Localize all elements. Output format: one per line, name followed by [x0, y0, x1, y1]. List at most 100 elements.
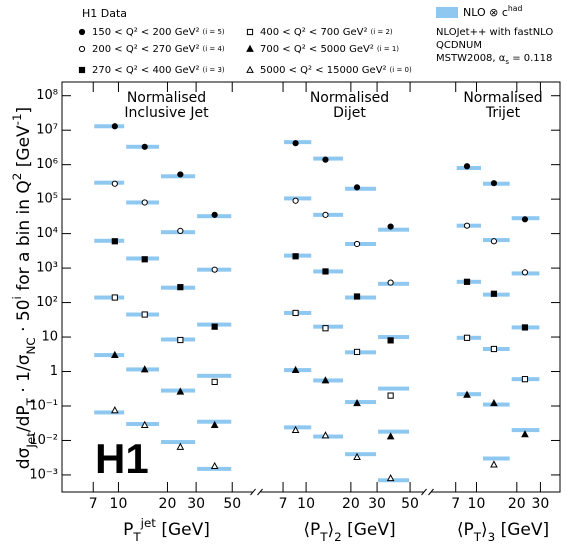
y-tick-label: 10⁻³ — [29, 467, 58, 482]
text-part: · 50 — [14, 299, 34, 337]
legend-entry: 5000 < Q² < 15000 GeV² (i = 0) — [260, 65, 412, 76]
legend-entry: 400 < Q² < 700 GeV² (i = 2) — [260, 27, 393, 38]
legend-label: 150 < Q² < 200 GeV² — [92, 27, 199, 38]
x-axis-label: ⟨PT⟩2 [GeV] — [303, 520, 395, 544]
data-point — [387, 223, 394, 230]
legend-index: (i = 0) — [390, 66, 412, 74]
x-tick-label: 10 — [110, 496, 128, 512]
data-point — [177, 336, 184, 344]
x-tick-label: 7 — [89, 496, 98, 512]
data-point — [322, 268, 329, 275]
legend-label: 400 < Q² < 700 GeV² — [260, 27, 367, 38]
panel-title: Trijet — [485, 105, 521, 121]
data-point — [353, 293, 361, 300]
data-point — [292, 253, 299, 260]
data-point — [490, 180, 498, 187]
x-tick-label: 20 — [159, 496, 177, 512]
data-point — [292, 197, 299, 204]
theory-bar — [94, 238, 125, 243]
x-tick-label: 20 — [342, 496, 360, 512]
panel-title: Normalised — [463, 90, 542, 106]
data-point — [353, 452, 361, 460]
data-point — [141, 143, 148, 150]
data-point — [111, 123, 118, 130]
data-point — [177, 227, 184, 234]
y-tick-label: 10⁶ — [36, 157, 58, 172]
panel-title: Normalised — [127, 90, 206, 106]
legend-index: (i = 5) — [202, 28, 224, 36]
data-point — [353, 348, 361, 356]
theory-bar — [345, 241, 377, 246]
data-point — [322, 156, 329, 163]
data-point — [211, 378, 218, 385]
theory-bar — [161, 388, 196, 393]
legend-entry: 700 < Q² < 5000 GeV² (i = 1) — [260, 44, 399, 55]
theory-bar — [345, 400, 377, 405]
text-part: Jet — [24, 432, 38, 449]
y-tick-label: 10⁸ — [36, 88, 58, 103]
data-point — [463, 163, 471, 170]
y-axis-label: dσJet/dPT · 1/σNC · 50i for a bin in Q2 … — [10, 107, 38, 469]
x-tick-label: 30 — [368, 496, 386, 512]
theory-bar — [94, 180, 125, 185]
theory-bar — [345, 295, 377, 300]
theory-bar — [378, 335, 410, 340]
text-part: NLO ⊗ c — [463, 6, 508, 19]
data-point — [176, 442, 185, 450]
legend-marker — [78, 28, 86, 36]
x-tick-label: 50 — [401, 496, 419, 512]
text-part: [GeV — [14, 125, 34, 173]
data-point — [140, 365, 149, 373]
data-point — [387, 279, 394, 286]
data-point — [490, 345, 498, 353]
text-part: /dP — [14, 405, 34, 432]
data-point — [353, 240, 361, 248]
text-part: ] — [14, 107, 34, 114]
y-tick-label: 10 — [41, 330, 58, 345]
data-point — [463, 334, 471, 341]
x-tick-label: 50 — [223, 496, 241, 512]
data-point — [210, 420, 219, 428]
legend-marker — [246, 65, 254, 73]
data-point — [140, 420, 149, 428]
axis-break — [428, 488, 434, 496]
legend-marker — [246, 28, 254, 36]
theory-bar — [378, 281, 410, 286]
text-part: ⟨P — [303, 520, 320, 540]
y-tick-label: 10² — [36, 295, 58, 310]
logo: H1 — [95, 435, 149, 482]
data-point — [110, 406, 119, 414]
legend-theory: NLO ⊗ chad — [463, 4, 522, 20]
data-point — [521, 216, 529, 223]
theory-bar — [345, 452, 377, 457]
text-part: 2 — [334, 530, 342, 544]
data-point — [111, 294, 118, 301]
text-part: [GeV] — [156, 520, 210, 540]
x-tick-label: 10 — [297, 496, 315, 512]
text-part: NC — [24, 337, 38, 354]
x-tick-label: 7 — [279, 496, 288, 512]
data-point — [387, 392, 394, 399]
legend-marker — [246, 44, 254, 52]
legend-label: 200 < Q² < 270 GeV² — [92, 44, 199, 55]
axis-break — [250, 488, 256, 496]
x-tick-label: 20 — [508, 496, 526, 512]
panel-title: Normalised — [310, 90, 389, 106]
data-point — [211, 211, 218, 218]
theory-bar — [284, 425, 312, 430]
y-tick-label: 10⁷ — [36, 123, 58, 138]
data-point — [321, 376, 330, 384]
theory-bar — [378, 386, 410, 391]
legend-entry: 200 < Q² < 270 GeV² (i = 4) — [92, 44, 225, 55]
y-tick-label: 10⁻¹ — [29, 398, 58, 413]
data-point — [521, 430, 529, 438]
text-part: P — [123, 520, 133, 540]
legend-index: (i = 1) — [377, 45, 399, 53]
legend-entry: 270 < Q² < 400 GeV² (i = 3) — [92, 65, 225, 76]
text-part: T — [132, 530, 141, 544]
data-point — [141, 256, 148, 263]
data-point — [291, 365, 300, 373]
data-point — [111, 180, 118, 187]
axis-break — [421, 488, 427, 496]
